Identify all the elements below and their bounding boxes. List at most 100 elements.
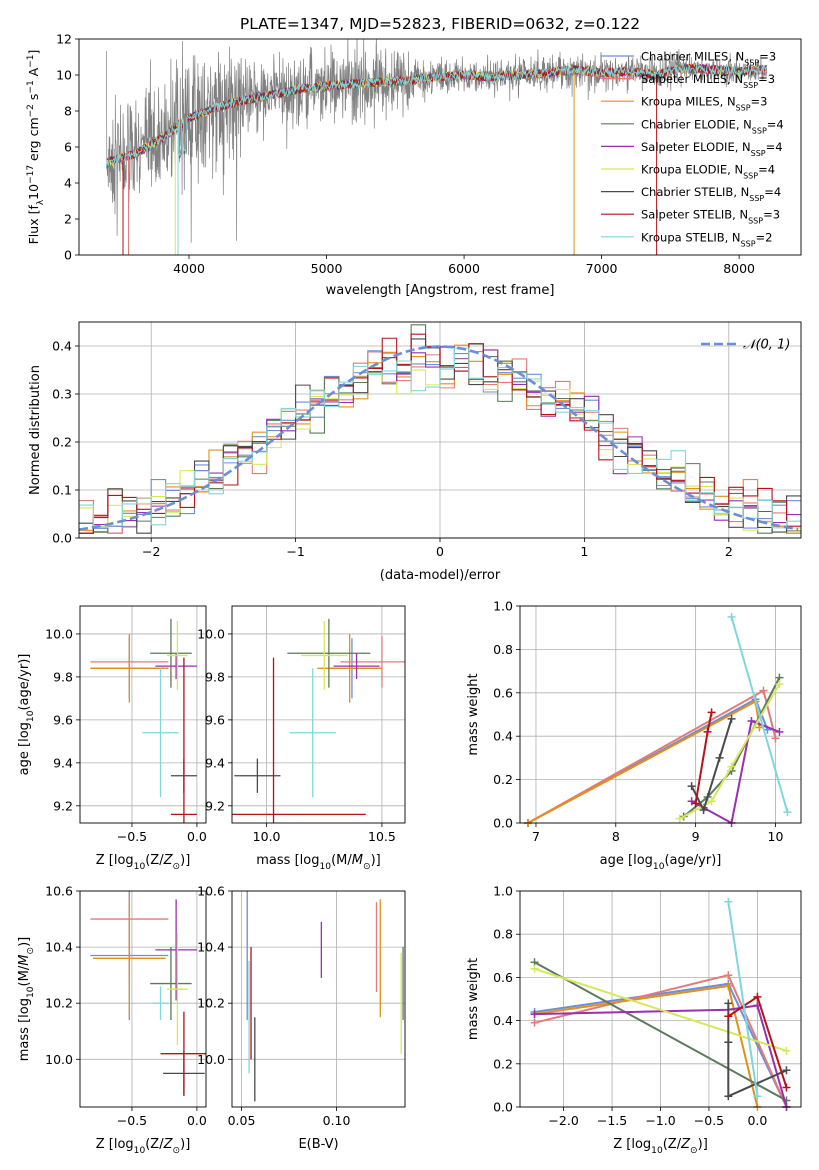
y-tick-label: 0.4 [493,1013,513,1028]
label-part: log [114,1137,134,1152]
y-tick-label: 9.8 [205,669,225,684]
weight-marker [753,992,762,1001]
label-part: erg cm [26,117,41,165]
legend-text: Salpeter ELODIE, N [641,140,751,154]
y-axis-label: mass [log10​(M/M⊙)] [17,937,36,1061]
weight-marker [530,1018,539,1027]
legend-sub: SSP [743,81,758,90]
weight-line [679,683,781,820]
x-tick-label: 0.10 [323,1113,351,1128]
x-tick-label: 10 [768,829,784,844]
weight-marker [782,1046,791,1055]
weight-marker [775,727,784,736]
weight-marker [747,717,756,726]
y-tick-label: 10.0 [45,626,73,641]
label-part: log [17,998,32,1018]
legend-text: Chabrier ELODIE, N [641,117,752,131]
legend-sub: SSP [744,58,759,67]
weight-marker [715,753,724,762]
x-tick-label: −1.0 [645,1113,675,1128]
x-tick-label: 2 [725,544,733,559]
label-part: 10 [319,862,331,872]
y-axis-label-text: age [log10​(age/yr)] [17,654,36,776]
axes-age-vs-Z: −0.5 0.0 9.2 9.4 9.6 9.8 10.0 Z [log10​(Z/Z⊙)] a… [17,605,207,872]
label-part: Z [ [96,1137,114,1152]
weight-marker [724,971,733,980]
label-part: (M/ [17,965,32,986]
y-tick-label: 0.2 [493,1056,513,1071]
axes-mass-vs-Z: −0.5 0.0 10.0 10.2 10.4 10.6 Z [log10​(Z/Z⊙)] m… [17,884,207,1157]
x-axis-label-text: Z [log10​(Z/Z⊙)] [613,1137,708,1156]
y-tick-label: 0.8 [493,927,513,942]
x-tick-label: 7 [532,829,540,844]
axes-residuals: −2 −1 0 1 2 0.0 0.1 0.2 0.3 0.4 𝒩(0, 1) (data-model… [28,321,802,583]
label-part: 10 [651,1146,663,1156]
y-tick-label: 12 [56,32,72,47]
figure-title: PLATE=1347, MJD=52823, FIBERID=0632, z=0… [240,15,640,33]
y-tick-label: 0.1 [52,483,72,498]
axes-frame [79,605,207,824]
legend-label: Salpeter STELIB, NSSP=3 [641,208,780,226]
y-tick-label: 0.3 [52,387,72,402]
x-tick-label: −1.5 [597,1113,627,1128]
y-tick-label: 9.8 [53,669,73,684]
histogram-step [79,347,801,529]
x-axis-label: Z [log10​(Z/Z⊙)] [613,1137,708,1156]
label-part: A [26,67,41,80]
label-part: Z [ [96,853,114,868]
y-tick-label: 2 [64,212,72,227]
x-axis-label: wavelength [Angstrom, rest frame] [326,283,555,298]
legend-label: Salpeter ELODIE, NSSP=4 [641,140,783,158]
x-axis-label: Z [log10​(Z/Z⊙)] [96,1137,191,1156]
label-part: 10 [653,862,665,872]
label-part: M [17,955,32,966]
label-part: 10 [26,710,36,722]
weight-marker [783,808,792,817]
label-part: mass [ [17,1018,32,1061]
x-tick-label: −0.5 [117,1113,147,1128]
legend-text: =2 [756,230,773,244]
weight-line [727,1003,787,1098]
weight-marker [703,727,712,736]
weight-marker [707,708,716,717]
y-axis-label-text: mass weight [466,958,481,1040]
legend-label: Chabrier ELODIE, NSSP=4 [641,117,784,135]
legend-sub: SSP [749,194,764,203]
y-tick-label: 10.4 [45,940,73,955]
weight-marker [699,805,708,814]
legend-label: Salpeter MILES, NSSP=3 [641,72,775,90]
y-tick-label: 9.2 [53,798,73,813]
x-tick-label: 0.0 [747,1113,767,1128]
label-part: mass weight [466,958,481,1040]
y-tick-label: 8 [64,104,72,119]
label-part: log [17,722,32,742]
legend-text: =3 [763,208,780,222]
legend-text: =4 [758,163,775,177]
normal-curve [78,345,799,531]
weight-line [727,901,759,1097]
weight-marker [727,714,736,723]
label-part: λ [36,199,46,205]
y-axis-label-text: Flux [fλ10−17 erg cm−2 s−1 A−1] [26,50,46,245]
y-axis-label-text: mass weight [466,673,481,755]
x-tick-label: −2.0 [548,1113,578,1128]
weight-marker [724,1038,733,1047]
label-part: (Z/ [145,853,164,868]
axes-spectrum: 4000 5000 6000 7000 8000 0 2 4 6 8 10 12 Chabrier MI… [26,32,802,298]
legend-text: =4 [766,140,783,154]
weight-marker [724,999,733,1008]
x-tick-label: −0.5 [117,829,147,844]
y-tick-label: 0 [64,248,72,263]
y-axis-label-text: Normed distribution [28,365,43,495]
weight-line [534,967,787,1052]
weight-marker [775,680,784,689]
label-part: −17 [26,165,36,184]
label-part: ⊙ [690,1146,698,1156]
legend-text: Salpeter STELIB, N [641,208,748,222]
histogram-step [79,333,801,534]
weight-marker [759,686,768,695]
axes-mass-vs-ebv: 0.05 0.10 10.0 10.2 10.4 10.6 E(B-V) [197,884,406,1152]
y-axis-label: Normed distribution [28,365,43,495]
label-part: Z [163,853,174,868]
label-part: log [300,853,320,868]
